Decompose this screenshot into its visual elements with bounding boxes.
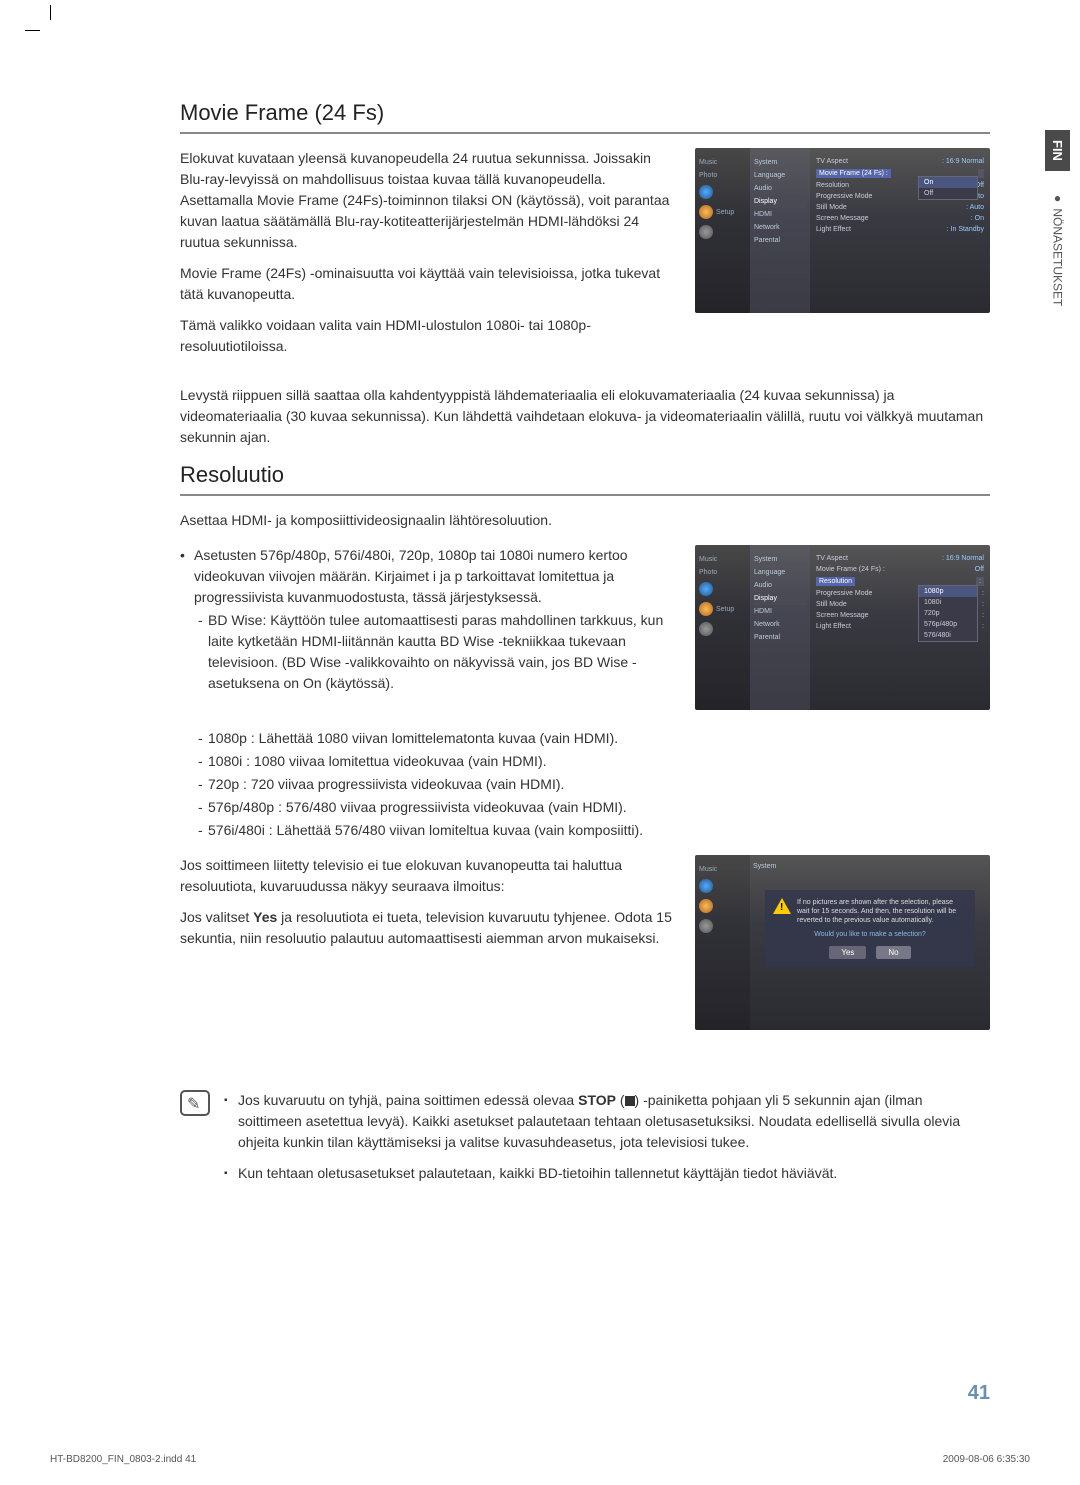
audio-icon xyxy=(699,879,713,893)
section1-p1: Elokuvat kuvataan yleensä kuvanopeudella… xyxy=(180,148,675,253)
unsupported-p2: Jos valitset Yes ja resoluutiota ei tuet… xyxy=(180,907,675,949)
section1-p2: Movie Frame (24Fs) -ominaisuutta voi käy… xyxy=(180,263,675,305)
disc-icon xyxy=(699,919,713,933)
bullet-intro: Asetusten 576p/480p, 576i/480i, 720p, 10… xyxy=(180,545,675,608)
setup-icon xyxy=(699,899,713,913)
sub-bdwise: BD Wise: Käyttöön tulee automaattisesti … xyxy=(180,610,675,694)
tv-screenshot-dialog: Music System If no pictures are shown af… xyxy=(695,855,990,1030)
resolution-sublist: 1080p : Lähettää 1080 viivan lomittelema… xyxy=(180,728,990,841)
sub-1080i: 1080i : 1080 viivaa lomitettua videokuva… xyxy=(180,751,990,772)
note-1: Jos kuvaruutu on tyhjä, paina soittimen … xyxy=(224,1090,990,1153)
divider xyxy=(180,132,990,134)
dialog-warning-text: If no pictures are shown after the selec… xyxy=(797,898,967,925)
dialog-yes-button[interactable]: Yes xyxy=(829,946,866,959)
dialog-no-button[interactable]: No xyxy=(876,946,910,959)
unsupported-text: Jos soittimeen liitetty televisio ei tue… xyxy=(180,855,675,1030)
setup-icon xyxy=(699,602,713,616)
section1-title: Movie Frame (24 Fs) xyxy=(180,100,990,126)
footer-date: 2009-08-06 6:35:30 xyxy=(943,1454,1030,1465)
section1-p4: Levystä riippuen sillä saattaa olla kahd… xyxy=(180,385,990,448)
divider xyxy=(180,494,990,496)
sub-576i: 576i/480i : Lähettää 576/480 viivan lomi… xyxy=(180,820,990,841)
section2-title: Resoluutio xyxy=(180,462,990,488)
footer: HT-BD8200_FIN_0803-2.indd 41 2009-08-06 … xyxy=(50,1454,1030,1465)
unsupported-p1: Jos soittimeen liitetty televisio ei tue… xyxy=(180,855,675,897)
warning-icon xyxy=(773,898,791,914)
note-2: Kun tehtaan oletusasetukset palautetaan,… xyxy=(224,1163,990,1184)
stop-square-icon xyxy=(625,1096,635,1106)
setup-icon xyxy=(699,205,713,219)
audio-icon xyxy=(699,582,713,596)
tv-screenshot-movieframe: Music Photo Setup System Language Audio … xyxy=(695,148,990,313)
page-number: 41 xyxy=(968,1382,990,1405)
note-icon xyxy=(180,1090,210,1116)
tv-screenshot-resolution: Music Photo Setup System Language Audio … xyxy=(695,545,990,710)
resolution-bullets: Asetusten 576p/480p, 576i/480i, 720p, 10… xyxy=(180,545,675,710)
dialog-question: Would you like to make a selection? xyxy=(773,931,967,938)
sub-720p: 720p : 720 viivaa progressiivista videok… xyxy=(180,774,990,795)
section2-intro: Asettaa HDMI- ja komposiittivideosignaal… xyxy=(180,510,990,531)
audio-icon xyxy=(699,185,713,199)
section1-text: Elokuvat kuvataan yleensä kuvanopeudella… xyxy=(180,148,675,367)
footer-file: HT-BD8200_FIN_0803-2.indd 41 xyxy=(50,1454,196,1465)
disc-icon xyxy=(699,225,713,239)
sub-576p: 576p/480p : 576/480 viivaa progressiivis… xyxy=(180,797,990,818)
section1-p3: Tämä valikko voidaan valita vain HDMI-ul… xyxy=(180,315,675,357)
disc-icon xyxy=(699,622,713,636)
sub-1080p: 1080p : Lähettää 1080 viivan lomittelema… xyxy=(180,728,990,749)
note-box: Jos kuvaruutu on tyhjä, paina soittimen … xyxy=(180,1090,990,1194)
